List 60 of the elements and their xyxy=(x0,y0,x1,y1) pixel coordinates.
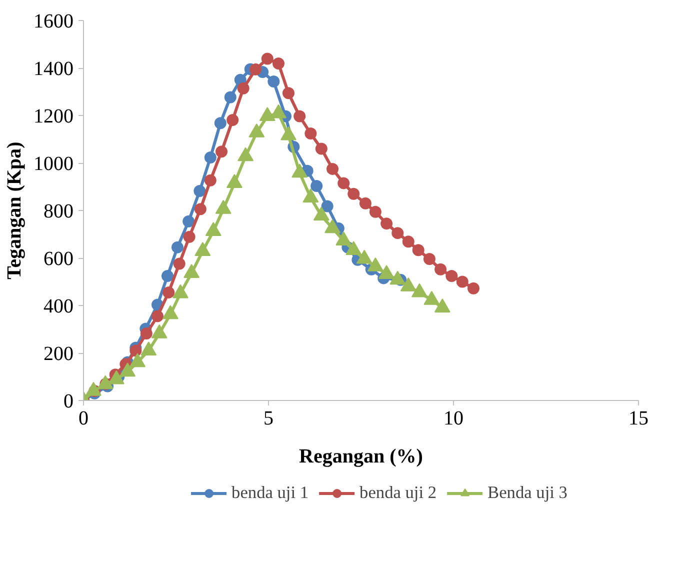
point xyxy=(321,200,334,212)
point xyxy=(204,174,216,186)
y-tick-label: 400 xyxy=(44,296,74,318)
y-tick-label: 1400 xyxy=(34,58,74,80)
point xyxy=(161,270,174,282)
point xyxy=(310,180,323,192)
legend-label: benda uji 1 xyxy=(232,482,309,502)
y-axis-title: Tegangan (Kpa) xyxy=(4,142,26,280)
point xyxy=(152,310,164,322)
point xyxy=(182,215,195,228)
legend-label: Benda uji 3 xyxy=(488,482,568,502)
point xyxy=(226,114,239,126)
point xyxy=(380,218,393,230)
x-tick-label: 5 xyxy=(264,408,274,430)
point xyxy=(423,252,436,265)
point xyxy=(326,162,339,175)
point xyxy=(204,152,216,164)
point xyxy=(268,76,280,88)
point xyxy=(272,58,284,70)
point xyxy=(162,286,175,298)
y-tick-label: 600 xyxy=(44,248,74,270)
y-tick-label: 1000 xyxy=(34,153,74,175)
point xyxy=(348,188,360,200)
point xyxy=(250,63,262,76)
y-tick-label: 1200 xyxy=(34,106,74,128)
point xyxy=(402,236,414,248)
point xyxy=(282,87,294,100)
point xyxy=(224,91,236,104)
point xyxy=(412,244,424,256)
x-tick-label: 15 xyxy=(628,408,648,430)
point xyxy=(173,258,186,270)
point xyxy=(171,241,184,254)
point xyxy=(294,110,306,122)
point xyxy=(216,146,228,158)
point xyxy=(315,142,328,155)
y-tick-label: 800 xyxy=(44,200,74,222)
y-tick-label: 200 xyxy=(44,343,74,365)
point xyxy=(140,328,152,340)
point xyxy=(237,82,250,94)
point xyxy=(183,230,196,243)
point xyxy=(359,197,372,210)
point xyxy=(214,117,226,130)
point xyxy=(194,185,206,198)
x-tick-label: 10 xyxy=(444,408,464,430)
y-tick-label: 1600 xyxy=(34,10,74,32)
y-tick-label: 0 xyxy=(64,390,74,412)
point xyxy=(194,203,206,216)
x-axis-title: Regangan (%) xyxy=(299,446,423,468)
point xyxy=(304,128,317,140)
point xyxy=(456,276,468,288)
x-tick-label: 0 xyxy=(78,408,88,430)
point xyxy=(369,206,382,218)
point xyxy=(261,52,274,65)
point xyxy=(434,263,447,276)
point xyxy=(130,344,142,357)
legend-label: benda uji 2 xyxy=(360,482,437,502)
point xyxy=(446,270,458,282)
point xyxy=(338,177,350,190)
point xyxy=(392,227,404,240)
point xyxy=(467,282,480,294)
